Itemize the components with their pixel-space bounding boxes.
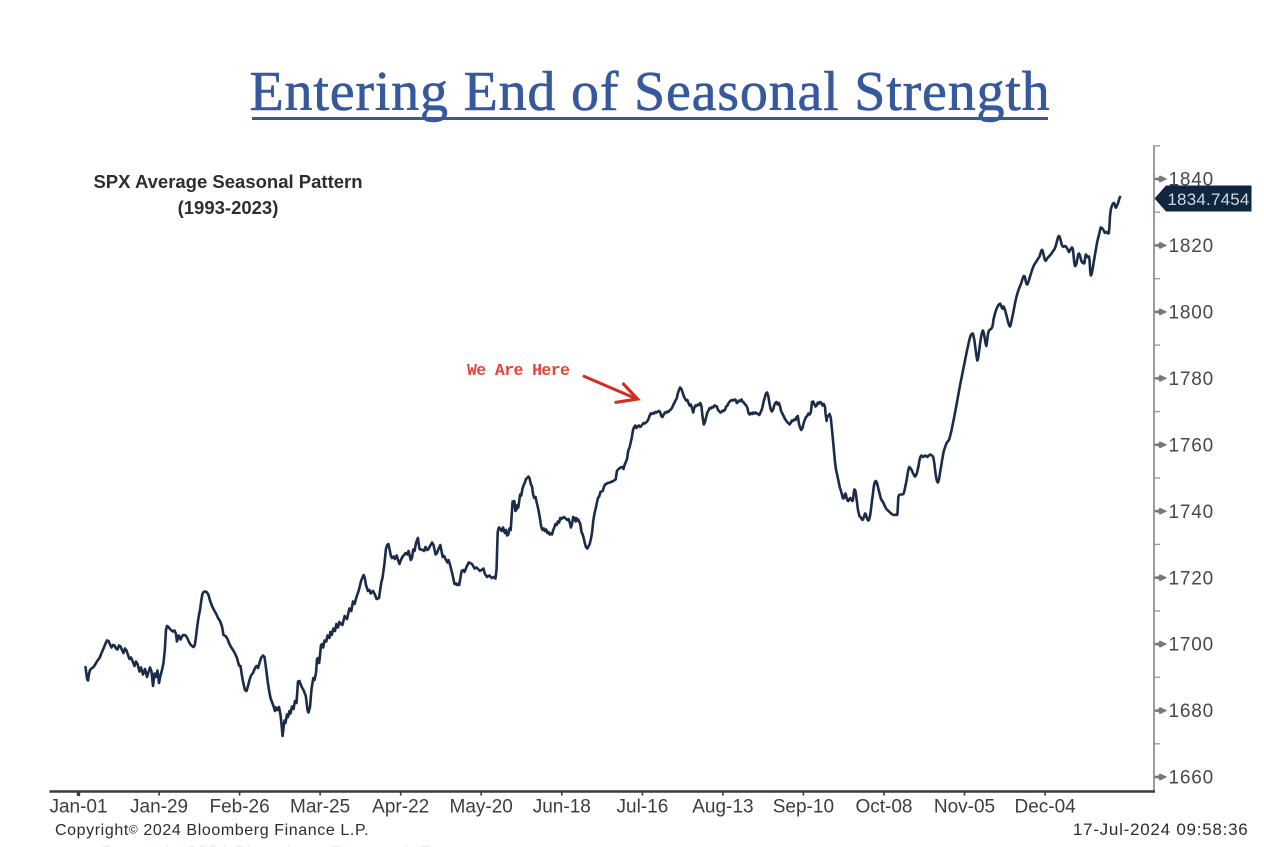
svg-text:Feb-26: Feb-26: [209, 797, 269, 818]
svg-text:1800: 1800: [1169, 303, 1214, 324]
svg-text:Aug-13: Aug-13: [692, 797, 753, 818]
svg-text:Copyright© 2024 Bloomberg Fina: Copyright© 2024 Bloomberg Finance L.P.: [55, 822, 369, 839]
svg-text:May-20: May-20: [450, 797, 513, 818]
svg-text:1834.7454: 1834.7454: [1167, 190, 1249, 209]
svg-text:Jan-01: Jan-01: [49, 797, 107, 818]
svg-text:Jun-18: Jun-18: [533, 797, 591, 818]
svg-text:Mar-25: Mar-25: [290, 797, 350, 818]
svg-text:1820: 1820: [1169, 236, 1214, 257]
svg-text:Nov-05: Nov-05: [934, 797, 995, 818]
svg-text:1720: 1720: [1169, 568, 1214, 589]
svg-text:Dec-04: Dec-04: [1014, 797, 1076, 818]
svg-text:1700: 1700: [1169, 635, 1214, 656]
svg-text:1780: 1780: [1169, 369, 1214, 390]
svg-text:1740: 1740: [1169, 502, 1214, 523]
svg-text:Jan-29: Jan-29: [130, 797, 188, 818]
svg-text:Apr-22: Apr-22: [372, 797, 429, 818]
svg-text:We Are Here: We Are Here: [467, 361, 570, 380]
svg-text:Copyright 2024 Bloomberg Finan: Copyright 2024 Bloomberg Finance L.P.: [100, 843, 436, 847]
svg-text:Jul-16: Jul-16: [617, 797, 669, 818]
svg-text:Sep-10: Sep-10: [773, 797, 834, 818]
svg-text:1760: 1760: [1169, 435, 1214, 456]
svg-text:1680: 1680: [1169, 701, 1214, 722]
svg-text:1840: 1840: [1169, 170, 1214, 191]
svg-text:Oct-08: Oct-08: [855, 797, 912, 818]
svg-text:17-Jul-2024 09:58:36: 17-Jul-2024 09:58:36: [1073, 820, 1249, 839]
svg-text:1660: 1660: [1169, 768, 1214, 789]
